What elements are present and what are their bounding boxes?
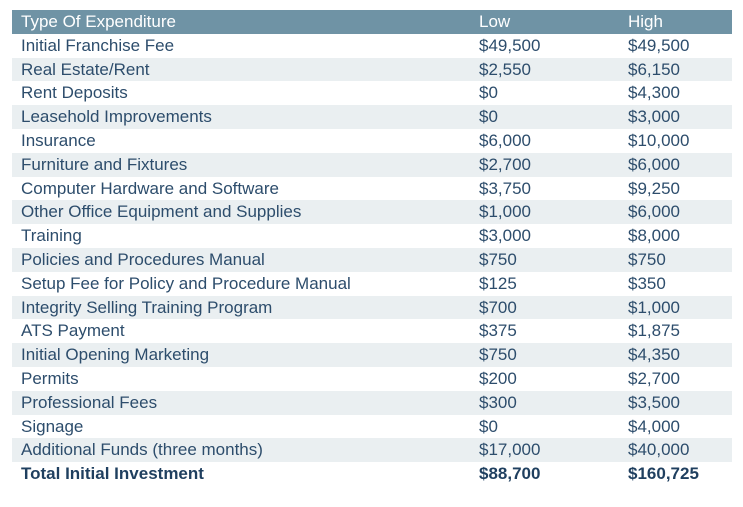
row-high: $10,000	[628, 130, 690, 150]
row-low: $750	[479, 345, 517, 365]
row-type: Initial Opening Marketing	[21, 345, 210, 365]
row-low: $200	[479, 368, 517, 388]
total-high: $160,725	[628, 464, 699, 484]
row-low: $0	[479, 83, 498, 103]
row-high: $4,000	[628, 416, 680, 436]
row-low: $300	[479, 392, 517, 412]
row-high: $3,500	[628, 392, 680, 412]
row-type: Professional Fees	[21, 392, 158, 412]
row-type: Rent Deposits	[21, 83, 128, 103]
row-high: $6,150	[628, 59, 680, 79]
table-header-row: Type Of Expenditure Low High	[12, 10, 732, 34]
row-type: Other Office Equipment and Supplies	[21, 202, 302, 222]
table-row: Training $3,000 $8,000	[12, 224, 732, 248]
row-low: $750	[479, 249, 517, 269]
row-low: $49,500	[479, 35, 541, 55]
row-high: $2,700	[628, 368, 680, 388]
row-high: $350	[628, 273, 666, 293]
row-low: $6,000	[479, 130, 531, 150]
table-row: Permits $200 $2,700	[12, 367, 732, 391]
row-type: Real Estate/Rent	[21, 59, 150, 79]
header-type: Type Of Expenditure	[21, 12, 176, 31]
row-type: Furniture and Fixtures	[21, 154, 188, 174]
total-low: $88,700	[479, 464, 541, 484]
row-high: $3,000	[628, 107, 680, 127]
row-high: $6,000	[628, 202, 680, 222]
row-type: Training	[21, 226, 82, 246]
table-row: Policies and Procedures Manual $750 $750	[12, 247, 732, 272]
row-high: $4,350	[628, 345, 680, 365]
table-row: Computer Hardware and Software $3,750 $9,2…	[12, 177, 732, 201]
row-low: $0	[479, 107, 498, 127]
row-low: $125	[479, 273, 517, 293]
row-high: $49,500	[628, 35, 690, 55]
table-row: Insurance $6,000 $10,000	[12, 129, 732, 153]
row-high: $1,000	[628, 297, 680, 317]
table-row: Signage $0 $4,000	[12, 415, 732, 439]
row-type: Insurance	[21, 130, 96, 150]
row-high: $9,250	[628, 178, 680, 198]
row-low: $700	[479, 297, 517, 317]
row-type: Signage	[21, 416, 84, 436]
header-high: High	[628, 12, 663, 31]
row-type: ATS Payment	[21, 321, 125, 341]
row-high: $750	[628, 249, 666, 269]
row-high: $40,000	[628, 440, 690, 460]
row-low: $1,000	[479, 202, 531, 222]
row-type: Setup Fee for Policy and Procedure Manua…	[21, 273, 351, 293]
row-low: $3,000	[479, 226, 531, 246]
table-row: Real Estate/Rent $2,550 $6,150	[12, 57, 732, 82]
table-row: Professional Fees $300 $3,500	[12, 390, 732, 415]
row-type: Permits	[21, 368, 79, 388]
row-type: Computer Hardware and Software	[21, 178, 279, 198]
row-low: $375	[479, 321, 517, 341]
row-low: $0	[479, 416, 498, 436]
table-row: Rent Deposits $0 $4,300	[12, 81, 732, 105]
table-row: Additional Funds (three months) $17,000 $4…	[12, 438, 732, 463]
row-type: Additional Funds (three months)	[21, 440, 263, 460]
total-label: Total Initial Investment	[21, 464, 204, 484]
row-low: $17,000	[479, 440, 541, 460]
row-high: $6,000	[628, 154, 680, 174]
table-row: Integrity Selling Training Program $700 $1…	[12, 295, 732, 320]
row-high: $1,875	[628, 321, 680, 341]
row-type: Leasehold Improvements	[21, 107, 212, 127]
row-type: Integrity Selling Training Program	[21, 297, 273, 317]
row-low: $2,700	[479, 154, 531, 174]
table-body: Initial Franchise Fee $49,500 $49,500 Real …	[12, 34, 732, 463]
row-low: $3,750	[479, 178, 531, 198]
row-low: $2,550	[479, 59, 531, 79]
total-row: Total Initial Investment $88,700 $160,72…	[12, 462, 732, 486]
row-type: Policies and Procedures Manual	[21, 249, 265, 269]
table-row: Initial Franchise Fee $49,500 $49,500	[12, 34, 732, 58]
row-high: $8,000	[628, 226, 680, 246]
header-low: Low	[479, 12, 511, 31]
table-row: Other Office Equipment and Supplies $1,00…	[12, 200, 732, 225]
row-high: $4,300	[628, 83, 680, 103]
table-row: Leasehold Improvements $0 $3,000	[12, 105, 732, 129]
table-row: Initial Opening Marketing $750 $4,350	[12, 343, 732, 367]
table-row: Setup Fee for Policy and Procedure Manua…	[12, 272, 732, 296]
table-row: Furniture and Fixtures $2,700 $6,000	[12, 152, 732, 177]
table-row: ATS Payment $375 $1,875	[12, 319, 732, 343]
expenditure-table: Type Of Expenditure Low High Initial Fra…	[12, 10, 732, 486]
row-type: Initial Franchise Fee	[21, 35, 175, 55]
